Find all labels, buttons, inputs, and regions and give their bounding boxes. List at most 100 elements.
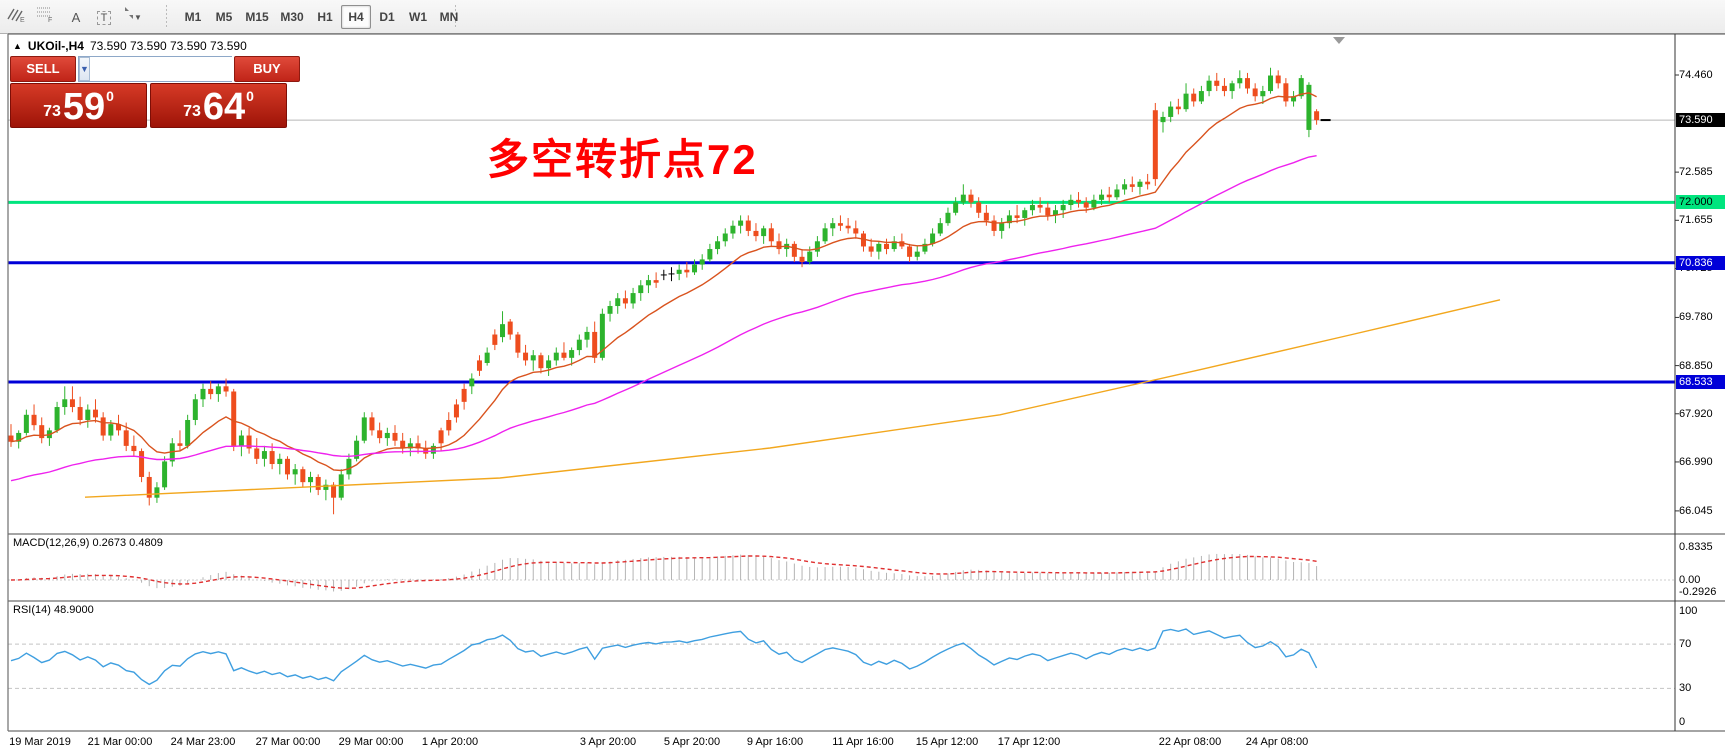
candle-body xyxy=(315,476,321,490)
candle-body xyxy=(1014,215,1020,218)
buy-price-big: 64 xyxy=(202,86,246,128)
candle-body xyxy=(185,419,191,446)
sell-button[interactable]: SELL xyxy=(10,56,76,82)
candle-body xyxy=(1198,91,1204,102)
timeframe-button-h4[interactable]: H4 xyxy=(341,5,371,29)
candle-body xyxy=(730,225,736,234)
time-axis-label: 1 Apr 20:00 xyxy=(421,736,479,748)
candle-body xyxy=(269,451,275,465)
time-axis-label: 22 Apr 08:00 xyxy=(1158,736,1222,748)
candle-body xyxy=(1052,210,1058,216)
rsi-axis-label: 70 xyxy=(1679,638,1692,651)
candle-body xyxy=(1037,205,1043,208)
candle-body xyxy=(77,407,83,420)
candle-body xyxy=(131,445,137,452)
candle-body xyxy=(92,409,98,418)
candle-body xyxy=(599,313,605,358)
timeframe-button-m15[interactable]: M15 xyxy=(245,10,269,24)
candle-body xyxy=(1137,181,1143,187)
candle-body xyxy=(261,451,267,459)
chart-shift-marker[interactable] xyxy=(1333,37,1345,44)
price-axis-label: 69.780 xyxy=(1679,311,1713,324)
candle-body xyxy=(284,458,290,475)
ma-slow-line xyxy=(84,299,1501,498)
candle-body xyxy=(960,194,966,203)
buy-price-prefix: 73 xyxy=(183,103,201,120)
time-axis-label: 24 Mar 23:00 xyxy=(170,736,236,748)
timeframe-button-m1[interactable]: M1 xyxy=(184,10,202,24)
candle-body xyxy=(1314,111,1320,121)
candle-body xyxy=(538,355,544,369)
candle-body xyxy=(246,435,252,449)
toolbar-separator xyxy=(455,5,456,28)
candle-body xyxy=(615,298,621,307)
candle-body xyxy=(991,220,997,231)
candle-body xyxy=(1083,202,1089,208)
candle-body xyxy=(1114,189,1120,198)
candle-body xyxy=(1298,78,1304,97)
text-tool-icon[interactable]: A xyxy=(71,10,81,25)
fibonacci-grid-icon[interactable]: F xyxy=(34,4,62,31)
candle-body xyxy=(323,484,329,490)
candle-body xyxy=(645,280,651,286)
time-axis-label: 15 Apr 12:00 xyxy=(915,736,979,748)
candle-body xyxy=(1183,93,1189,110)
timeframe-button-m5[interactable]: M5 xyxy=(215,10,233,24)
candle-body xyxy=(1152,110,1158,180)
candle-body xyxy=(1175,106,1181,110)
time-axis-label: 19 Mar 2019 xyxy=(9,736,71,748)
price-axis-label: 66.045 xyxy=(1679,504,1713,517)
candle-body xyxy=(192,399,198,420)
time-axis-label: 21 Mar 00:00 xyxy=(87,736,153,748)
candle-body xyxy=(1252,88,1258,97)
timeframe-button-d1[interactable]: D1 xyxy=(379,10,395,24)
sell-price-box[interactable]: 73 59 0 xyxy=(10,83,147,128)
candle-body xyxy=(154,487,160,498)
candle-body xyxy=(914,251,920,257)
candle-body xyxy=(592,331,598,358)
chart-symbol-header: ▲ UKOil-,H4 73.590 73.590 73.590 73.590 xyxy=(13,39,247,53)
candle-body xyxy=(1221,85,1227,92)
timeframe-button-m30[interactable]: M30 xyxy=(280,10,304,24)
arrange-icon[interactable]: ▼ xyxy=(120,4,156,31)
macd-axis-label: -0.2926 xyxy=(1679,585,1717,598)
collapse-trade-panel-icon[interactable]: ▲ xyxy=(13,41,22,51)
candle-body xyxy=(761,228,767,237)
buy-price-box[interactable]: 73 64 0 xyxy=(150,83,287,128)
macd-pane-label: MACD(12,26,9) 0.2673 0.4809 xyxy=(13,537,163,549)
candle-body xyxy=(1191,93,1197,102)
label-tool-icon[interactable]: T xyxy=(90,4,118,31)
candle-body xyxy=(999,223,1005,231)
candle-body xyxy=(400,440,406,449)
candle-body xyxy=(1168,106,1174,117)
candle-body xyxy=(753,230,759,237)
rsi-line xyxy=(10,628,1318,686)
elliott-wave-icon[interactable]: E xyxy=(6,4,34,31)
symbol-name: UKOil-,H4 xyxy=(27,39,84,53)
candle-body xyxy=(116,424,122,431)
candle-body xyxy=(277,458,283,465)
candle-body xyxy=(1091,199,1097,208)
candle-body xyxy=(438,430,444,444)
candle-body xyxy=(407,443,413,449)
buy-button[interactable]: BUY xyxy=(234,56,300,82)
volume-decrease-button[interactable]: ▼ xyxy=(79,57,90,81)
timeframe-button-mn[interactable]: MN xyxy=(439,10,459,24)
sell-price-big: 59 xyxy=(62,86,106,128)
candle-body xyxy=(607,306,613,314)
ma-mid-line xyxy=(10,155,1317,482)
candle-body xyxy=(822,228,828,242)
candle-body xyxy=(684,269,690,273)
candle-body xyxy=(1160,116,1166,123)
price-axis-label: 74.460 xyxy=(1679,69,1713,81)
candle-body xyxy=(676,269,682,274)
candle-body xyxy=(139,451,145,477)
candle-body xyxy=(492,334,498,345)
candle-body xyxy=(968,194,974,203)
timeframe-button-h1[interactable]: H1 xyxy=(317,10,333,24)
candle-body xyxy=(1122,184,1128,190)
candle-body xyxy=(16,432,22,442)
timeframe-button-w1[interactable]: W1 xyxy=(409,10,427,24)
candle-body xyxy=(907,246,913,257)
candle-body xyxy=(530,355,536,361)
